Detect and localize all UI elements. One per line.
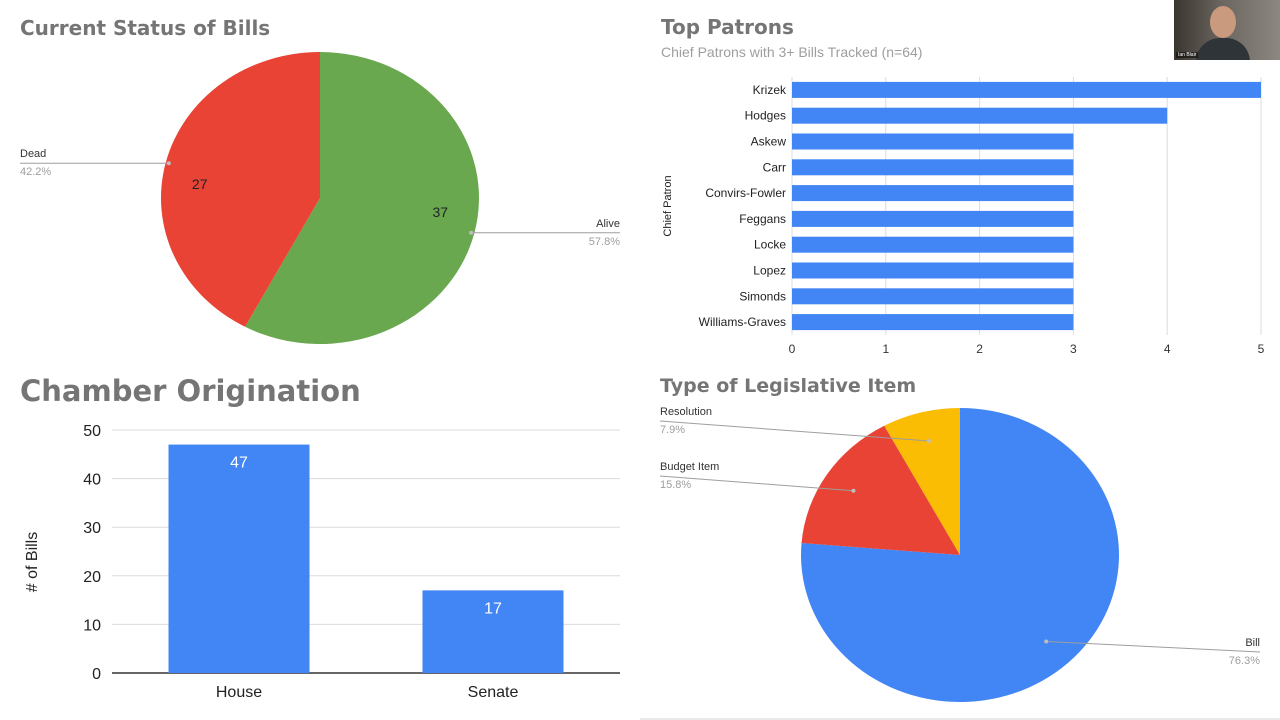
category-label-simonds: Simonds — [739, 289, 786, 303]
webcam-thumbnail: Ian Blair — [1174, 0, 1280, 60]
bar-carr — [792, 159, 1074, 176]
patrons-chart-subtitle: Chief Patrons with 3+ Bills Tracked (n=6… — [661, 44, 923, 60]
y-tick-label-0: 0 — [92, 666, 101, 683]
pie-leader-line-bill — [1046, 640, 1261, 653]
pie-legend-percent-alive: 57.8% — [589, 236, 620, 248]
patrons-bar-chart: 0 1 2 3 4 5 Krizek Hodges Askew Carr Convirs-Fowle… — [662, 77, 1265, 356]
category-label-hodges: Hodges — [745, 109, 786, 123]
pie-legend-label-budget-item: Budget Item — [660, 461, 719, 473]
x-tick-label-senate: Senate — [468, 684, 519, 701]
bar-senate — [422, 590, 564, 673]
x-tick-label-1: 1 — [882, 342, 889, 356]
category-label-williams-graves: Williams-Graves — [699, 315, 786, 329]
category-label-carr: Carr — [763, 160, 786, 174]
pie-value-label-dead: 27 — [192, 176, 208, 192]
x-tick-label-0: 0 — [789, 342, 796, 356]
bar-askew — [792, 133, 1074, 150]
bar-simonds — [792, 288, 1074, 305]
pie-leader-line-budget-item — [659, 475, 854, 492]
pie-legend-percent-bill: 76.3% — [1229, 655, 1260, 667]
bar-value-label-house: 47 — [230, 455, 248, 472]
pie-legend-percent-resolution: 7.9% — [660, 424, 685, 436]
type-chart-title: Type of Legislative Item — [660, 375, 917, 397]
status-pie-chart: 37 Alive 57.8% 27 Dead 42.2% — [20, 52, 620, 344]
pie-leader-line-resolution — [659, 420, 929, 442]
presenter-head — [1210, 6, 1236, 38]
x-tick-label-4: 4 — [1164, 342, 1171, 356]
bar-feggans — [792, 210, 1074, 227]
x-tick-label-3: 3 — [1070, 342, 1077, 356]
y-tick-label-30: 30 — [83, 520, 101, 537]
x-tick-label-5: 5 — [1258, 342, 1265, 356]
panel-divider — [640, 718, 1280, 720]
x-tick-label-house: House — [216, 684, 262, 701]
pie-slice-dead — [161, 52, 320, 327]
y-tick-label-40: 40 — [83, 472, 101, 489]
pie-leader-dot-alive — [469, 230, 474, 235]
pie-leader-dot-budget-item — [851, 488, 856, 493]
pie-legend-label-dead: Dead — [20, 148, 46, 160]
bar-locke — [792, 236, 1074, 253]
bar-williams-graves — [792, 314, 1074, 331]
patrons-chart-title: Top Patrons — [661, 15, 794, 39]
bar-convirs-fowler — [792, 185, 1074, 202]
bar-house — [168, 444, 310, 673]
category-label-locke: Locke — [754, 238, 786, 252]
bar-value-label-senate: 17 — [484, 600, 502, 617]
category-label-feggans: Feggans — [739, 212, 786, 226]
pie-legend-label-resolution: Resolution — [660, 406, 712, 418]
pie-slice-resolution — [884, 408, 960, 555]
category-label-convirs-fowler: Convirs-Fowler — [705, 186, 786, 200]
chamber-bar-chart: 0 10 20 30 40 50 47 House 17 Senate # of Bills — [24, 423, 620, 701]
bar-hodges — [792, 107, 1168, 124]
pie-leader-dot-resolution — [926, 439, 931, 444]
y-tick-label-10: 10 — [83, 617, 101, 634]
y-tick-label-20: 20 — [83, 569, 101, 586]
webcam-name-label: Ian Blair — [1176, 52, 1199, 58]
chamber-chart-title: Chamber Origination — [20, 374, 361, 408]
bar-lopez — [792, 262, 1074, 279]
pie-legend-percent-budget-item: 15.8% — [660, 479, 691, 491]
pie-leader-dot-bill — [1044, 639, 1049, 644]
presenter-torso — [1196, 38, 1250, 60]
y-axis-title: Chief Patron — [662, 175, 674, 236]
status-chart-title: Current Status of Bills — [20, 16, 271, 40]
y-axis-title: # of Bills — [24, 532, 41, 592]
bar-krizek — [792, 81, 1261, 98]
pie-value-label-alive: 37 — [433, 204, 449, 220]
pie-legend-label-bill: Bill — [1245, 637, 1260, 649]
pie-slice-alive — [245, 52, 479, 344]
x-tick-label-2: 2 — [976, 342, 983, 356]
category-label-askew: Askew — [751, 135, 787, 149]
category-label-lopez: Lopez — [753, 264, 786, 278]
y-tick-label-50: 50 — [83, 423, 101, 440]
category-label-krizek: Krizek — [753, 83, 787, 97]
type-pie-chart: Bill 76.3% Budget Item 15.8% Resolution 7.9% — [659, 406, 1261, 702]
pie-legend-percent-dead: 42.2% — [20, 166, 51, 178]
pie-slice-budget-item — [801, 425, 960, 555]
pie-legend-label-alive: Alive — [596, 218, 620, 230]
pie-leader-dot-dead — [166, 161, 171, 166]
